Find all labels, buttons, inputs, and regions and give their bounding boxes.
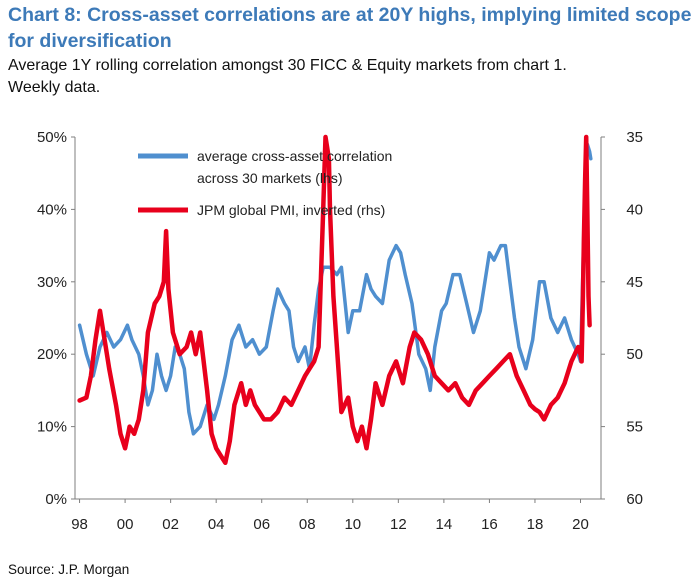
x-tick-label: 14 [436,516,453,533]
legend-label-pmi: JPM global PMI, inverted (rhs) [197,202,385,218]
y-left-tick-label: 30% [37,274,67,291]
y-left-tick-label: 0% [45,491,67,508]
chart-title: Chart 8: Cross-asset correlations are at… [8,2,698,54]
x-tick-label: 20 [572,516,589,533]
series-line-pmi [77,134,592,466]
chart-title-line-2: for diversification [8,30,172,52]
series-line-correlation [77,142,593,436]
y-right-tick-label: 55 [626,419,643,436]
y-right-tick-label: 45 [626,274,643,291]
chart-subtitle-line-1: Average 1Y rolling correlation amongst 3… [8,57,567,74]
y-left-tick-label: 20% [37,346,67,363]
x-tick-label: 00 [117,516,134,533]
x-tick-label: 10 [344,516,361,533]
x-tick-label: 06 [253,516,270,533]
chart-subtitle: Average 1Y rolling correlation amongst 3… [8,55,698,99]
y-left-tick-label: 50% [37,129,67,146]
x-tick-label: 12 [390,516,407,533]
chart-subtitle-line-2: Weekly data. [8,79,101,96]
x-tick-label: 98 [71,516,88,533]
legend-label-correlation-line-2: across 30 markets (lhs) [197,170,342,186]
y-right-tick-label: 35 [626,129,643,146]
y-right-tick-label: 50 [626,346,643,363]
chart-title-line-1: Chart 8: Cross-asset correlations are at… [8,4,692,26]
y-right-tick-label: 40 [626,201,643,218]
y-right-tick-label: 60 [626,491,643,508]
legend: average cross-asset correlation across 3… [138,148,392,218]
legend-label-correlation-line-1: average cross-asset correlation [197,148,392,164]
x-tick-label: 04 [208,516,225,533]
x-tick-label: 16 [481,516,498,533]
x-tick-label: 18 [527,516,544,533]
chart-area: 50% 40% 30% 20% 10% 0% 35 40 45 50 55 60 98 00 02 04 06 0… [37,129,643,533]
y-left-tick-label: 10% [37,419,67,436]
x-tick-label: 02 [162,516,179,533]
x-tick-label: 08 [299,516,316,533]
source-note: Source: J.P. Morgan [8,562,130,577]
y-left-tick-label: 40% [37,201,67,218]
